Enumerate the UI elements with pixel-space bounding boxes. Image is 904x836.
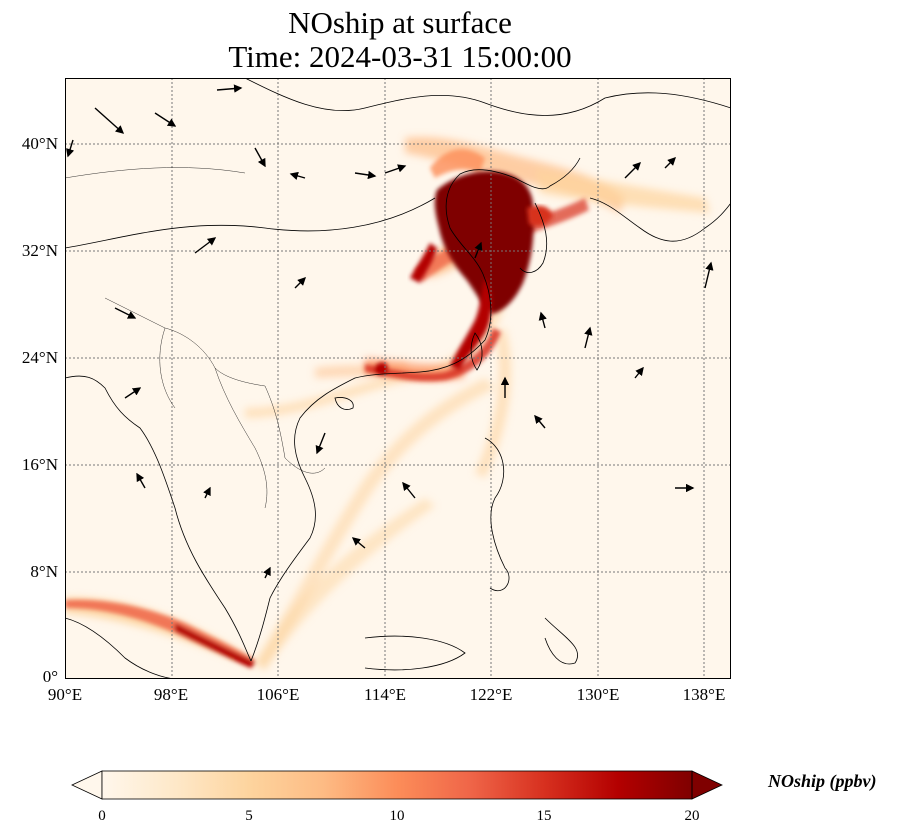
country-borders (65, 167, 326, 509)
x-tick-90e: 90°E (47, 685, 83, 704)
y-tick-8n: 8°N (30, 562, 58, 581)
colorbar-tick-10: 10 (389, 808, 405, 824)
y-tick-16n: 16°N (21, 455, 58, 474)
x-tick-98e: 98°E (153, 685, 189, 704)
map-canvas (65, 78, 731, 679)
colorbar-label: NOship (ppbv) (768, 771, 877, 791)
x-tick-106e: 106°E (256, 685, 300, 704)
title-line-2: Time: 2024-03-31 15:00:00 (228, 39, 572, 74)
map-panel (65, 78, 731, 679)
x-tick-122e: 122°E (469, 685, 513, 704)
title-line-1: NOship at surface (288, 5, 512, 40)
colorbar-extend-min (71, 770, 103, 800)
colorbar-tick-5: 5 (245, 808, 253, 824)
x-tick-130e: 130°E (576, 685, 620, 704)
coastlines (65, 78, 731, 679)
map-title: NOship at surface Time: 2024-03-31 15:00… (60, 6, 740, 74)
colorbar-tick-0: 0 (98, 808, 106, 824)
x-tick-138e: 138°E (682, 685, 726, 704)
y-tick-24n: 24°N (21, 348, 58, 367)
map-border (65, 78, 731, 679)
x-tick-114e: 114°E (363, 685, 407, 704)
wind-vectors (66, 84, 714, 579)
noship-field (65, 137, 710, 670)
gridlines (65, 78, 731, 679)
y-tick-0: 0° (42, 667, 58, 686)
colorbar-tick-15: 15 (536, 808, 552, 824)
colorbar-gradient (102, 771, 692, 799)
colorbar (71, 770, 723, 800)
y-tick-40n: 40°N (21, 134, 58, 153)
y-tick-32n: 32°N (21, 241, 58, 260)
colorbar-extend-max (691, 770, 723, 800)
colorbar-tick-20: 20 (684, 808, 700, 824)
